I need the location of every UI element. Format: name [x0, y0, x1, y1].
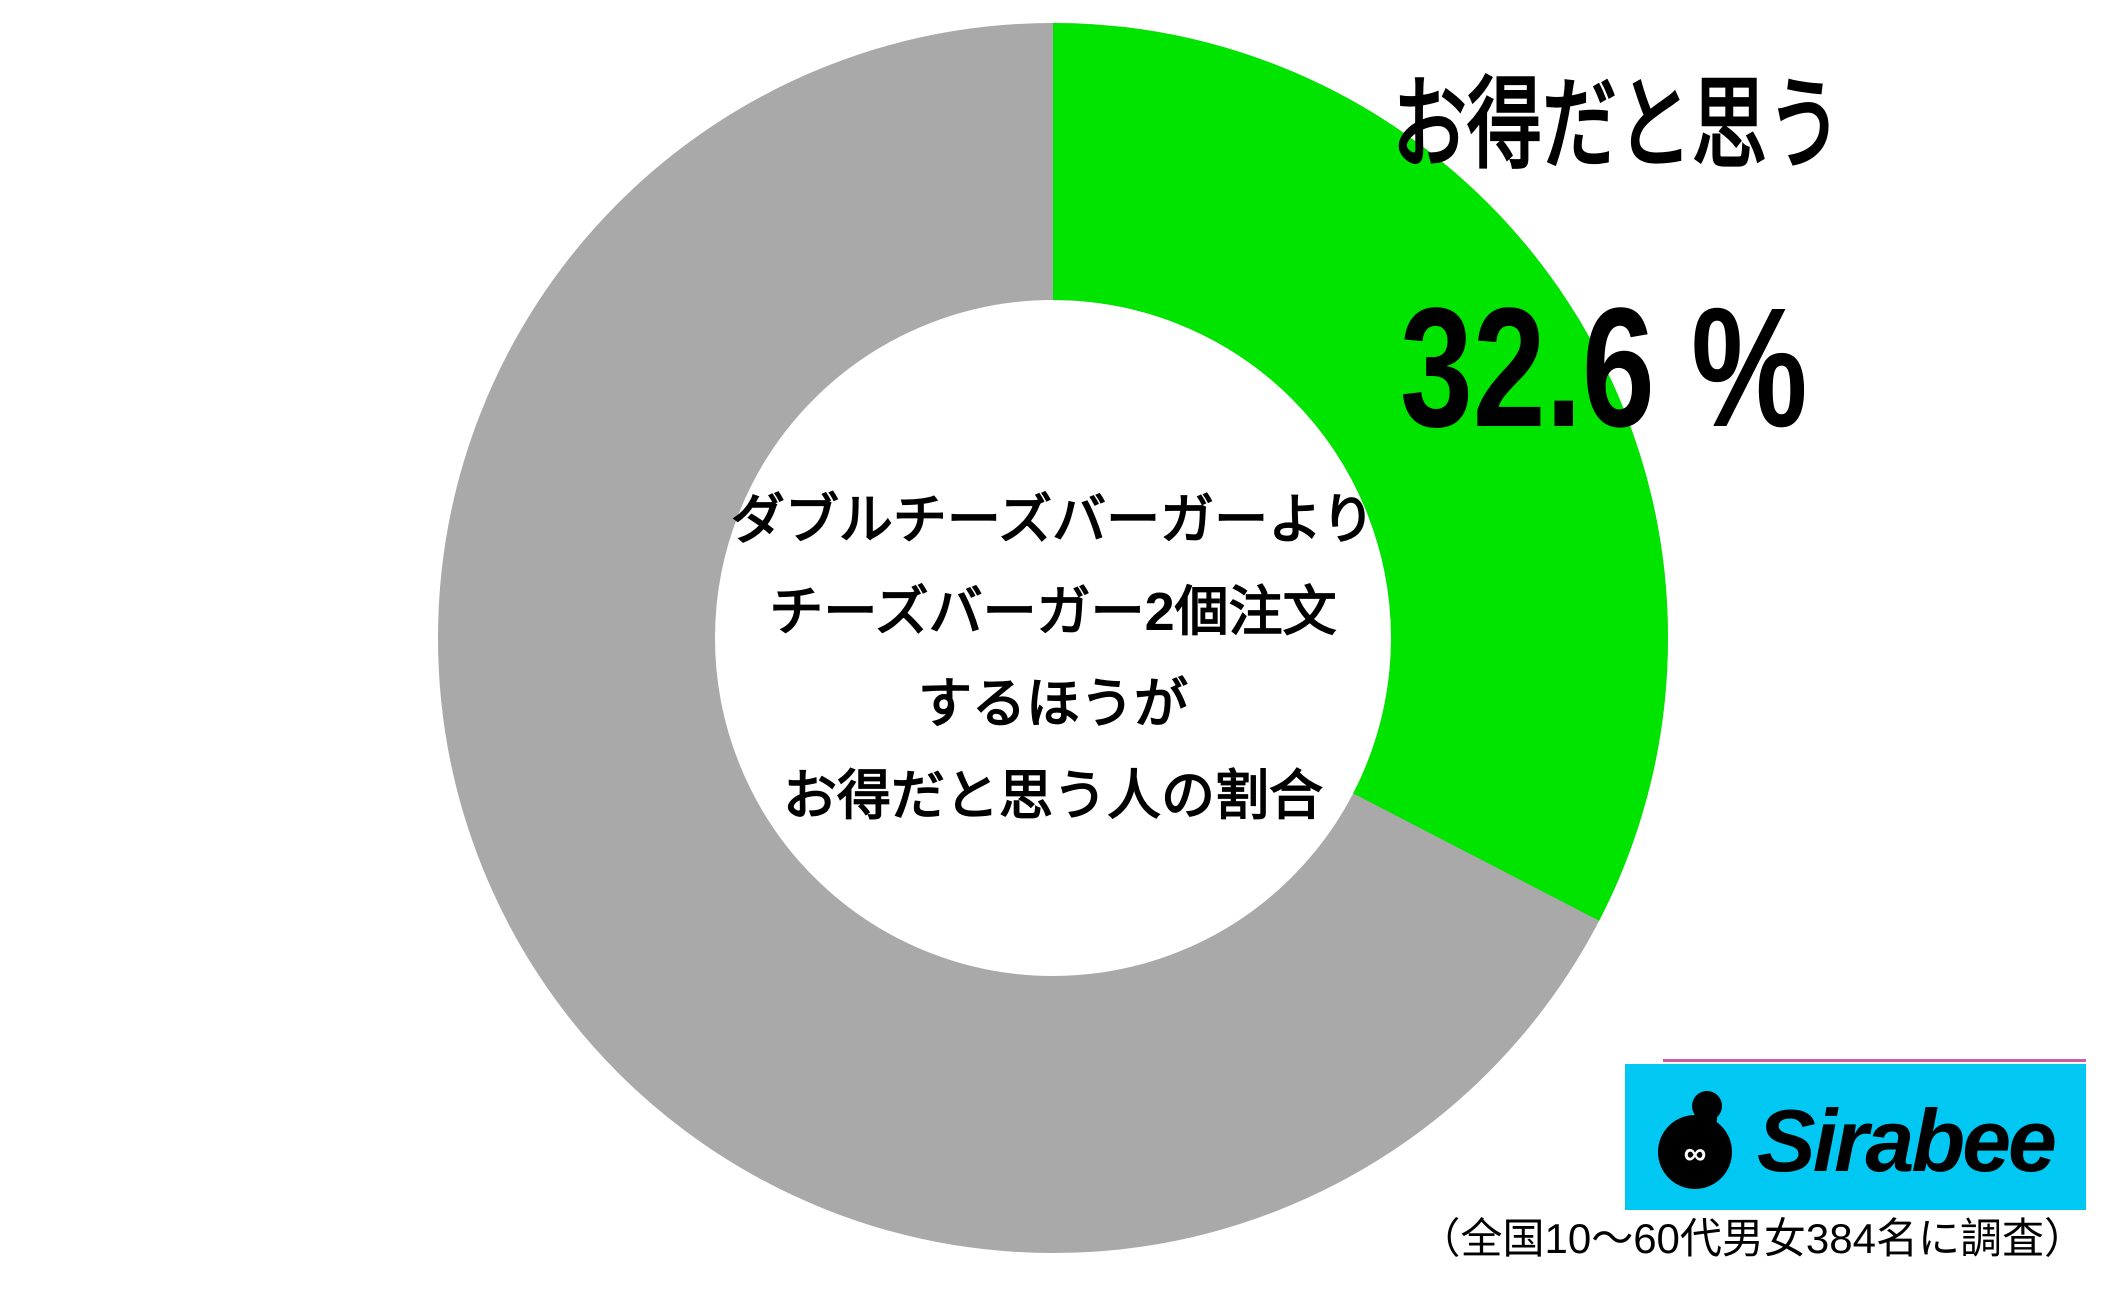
donut-chart: [438, 23, 1668, 1253]
donut-ring-highlight: [438, 23, 1668, 1253]
logo-wordmark: Sirabee: [1757, 1091, 2057, 1190]
mascot-eyes-glyph: ∞: [1684, 1135, 1707, 1171]
logo-accent-line: [1663, 1059, 2086, 1062]
sirabee-logo: ∞ Sirabee: [1625, 1064, 2086, 1210]
sirabee-mascot-icon: ∞: [1658, 1091, 1732, 1189]
slice-label-text: お得だと思う: [1392, 69, 1842, 181]
survey-footnote: （全国10〜60代男女384名に調査）: [1418, 1215, 2086, 1262]
center-label-line: チーズバーガー2個注文: [769, 582, 1337, 642]
donut-center-label: ダブルチーズバーガーより チーズバーガー2個注文 するほうが お得だと思う人の割…: [731, 474, 1375, 842]
slice-label: お得だと思う: [1392, 75, 1992, 175]
slice-value: 32.6 %: [1400, 283, 1929, 453]
center-label-line: するほうが: [917, 674, 1188, 734]
center-label-line: ダブルチーズバーガーより: [730, 490, 1376, 550]
slice-value-text: 32.6 %: [1400, 273, 1808, 463]
center-label-line: お得だと思う人の割合: [782, 766, 1323, 826]
